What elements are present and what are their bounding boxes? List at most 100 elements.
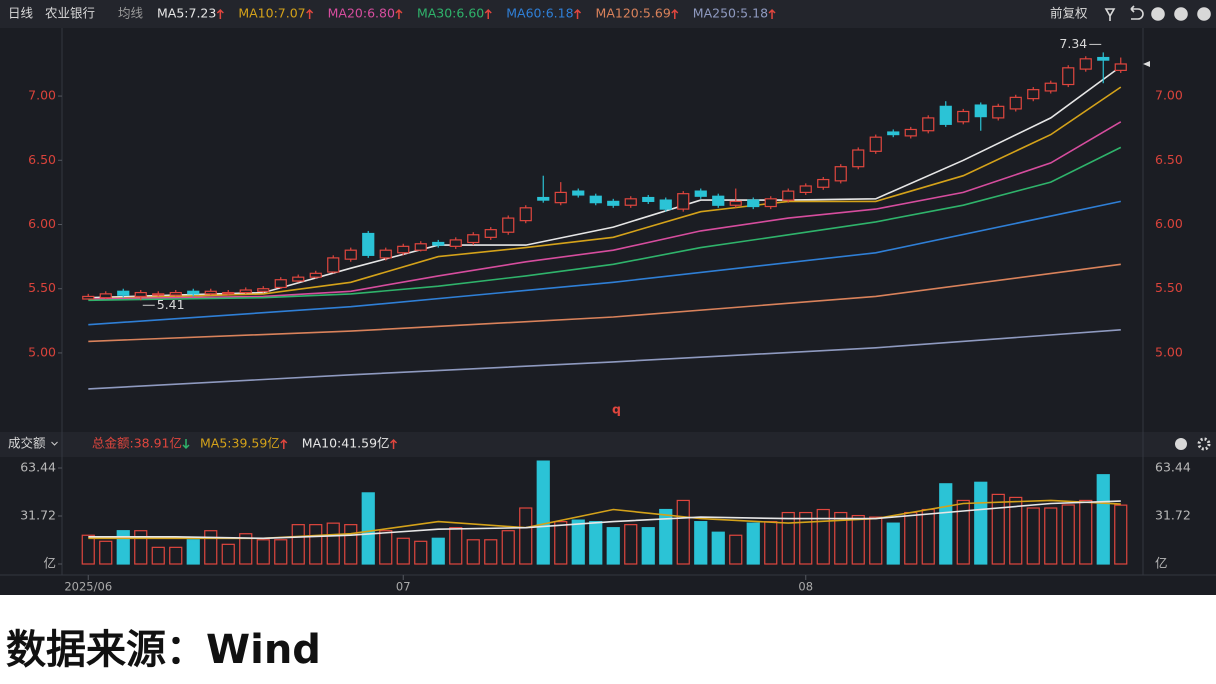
ma-line — [88, 500, 1121, 540]
candle-body — [747, 199, 760, 208]
legend-entry: MA10:7.07 — [238, 6, 305, 21]
candle-body — [1097, 56, 1110, 61]
candle-body — [537, 196, 550, 201]
candle-body — [257, 288, 270, 292]
undo-icon[interactable] — [1130, 5, 1144, 20]
ma-line — [88, 263, 1121, 343]
candle-body — [957, 110, 970, 123]
volume-bar-header — [0, 432, 1216, 457]
top-bar — [0, 0, 1216, 28]
ma-toggle[interactable]: 均线 — [118, 6, 144, 21]
candle-body — [799, 185, 812, 193]
lock-icon[interactable] — [1104, 8, 1116, 21]
ma-line — [88, 65, 1122, 299]
legend-entry: MA250:5.18 — [693, 6, 768, 21]
candle-body — [239, 289, 252, 294]
y-tick-label-right: 6.00 — [1155, 216, 1183, 231]
y-tick-label: 5.00 — [28, 344, 56, 359]
y-tick-label: 6.50 — [28, 152, 56, 167]
volume-bar — [1096, 474, 1110, 565]
adjust[interactable]: 前复权 — [1050, 6, 1088, 21]
zoom-out-icon[interactable] — [1174, 7, 1188, 21]
volume-bar — [169, 546, 183, 565]
legend-entry: MA30:6.60 — [417, 6, 484, 21]
y-tick-label-right: 63.44 — [1155, 460, 1191, 475]
candle-body — [519, 207, 532, 222]
legend-arrow — [574, 8, 582, 19]
volume-bar — [116, 530, 130, 565]
x-tick-label: 08 — [798, 580, 813, 594]
y-tick-label: 5.50 — [28, 280, 56, 295]
volume-icons[interactable] — [1175, 437, 1211, 451]
volume-close-icon[interactable] — [1175, 438, 1187, 450]
candle-body — [834, 166, 847, 182]
candle-body — [99, 293, 112, 299]
candle-body — [1114, 63, 1127, 71]
volume-bar — [799, 511, 813, 565]
candle-body — [432, 241, 445, 246]
candle-body — [222, 291, 235, 295]
candle-body — [852, 149, 865, 168]
candle-body — [397, 245, 410, 254]
candle-body — [992, 105, 1005, 119]
volume-bar — [781, 511, 795, 565]
candle-body — [1044, 82, 1057, 92]
y-tick-label-right: 5.50 — [1155, 280, 1183, 295]
candle-body — [642, 196, 655, 202]
volume-bar — [134, 530, 148, 565]
candle-body — [467, 234, 480, 244]
y-tick-label: 6.00 — [28, 216, 56, 231]
legend-arrow — [395, 8, 403, 19]
candle-body — [449, 239, 462, 247]
candle-body — [187, 290, 200, 295]
event-marker[interactable]: q — [612, 402, 621, 417]
candle-body — [729, 200, 742, 206]
candle-body — [764, 198, 777, 208]
y-tick-label: 63.44 — [20, 460, 56, 475]
close-icon[interactable] — [1197, 7, 1211, 21]
candle-body — [1062, 67, 1075, 86]
candle-body — [1009, 96, 1022, 110]
volume-settings-icon[interactable] — [1197, 437, 1211, 451]
volume-bar — [326, 522, 340, 565]
volume-bar — [1114, 504, 1128, 565]
y-tick-label: 31.72 — [20, 507, 56, 522]
legend-entry: MA5:39.59亿 — [200, 436, 280, 451]
volume-bar — [274, 539, 288, 565]
volume-bar — [291, 524, 305, 565]
candle-body — [624, 198, 637, 206]
volume-bar — [589, 521, 603, 565]
ma-line — [88, 329, 1121, 390]
volume-bar — [484, 539, 498, 565]
volume-bar — [834, 511, 848, 565]
legend-arrow — [390, 438, 398, 449]
legend-arrow — [216, 8, 224, 19]
volume-bar — [816, 508, 830, 565]
volume-bar — [1044, 507, 1058, 565]
candle-body — [152, 293, 165, 296]
legend-entry: MA60:6.18 — [506, 6, 573, 21]
toolbar-icons[interactable] — [1104, 5, 1211, 21]
candle-body — [362, 232, 375, 256]
zoom-in-icon[interactable] — [1151, 7, 1165, 21]
ma-line — [88, 86, 1122, 300]
legend-entry: MA120:5.69 — [596, 6, 671, 21]
legend-arrow — [280, 438, 288, 449]
ma-line — [88, 121, 1122, 300]
candle-body — [659, 199, 672, 210]
volume-total: 总金额:38.91亿 — [92, 436, 182, 451]
ma-line — [88, 200, 1121, 326]
candle-body — [117, 290, 130, 296]
legend-arrow — [671, 8, 679, 19]
volume-bar — [431, 537, 445, 565]
period[interactable]: 日线 — [8, 6, 34, 21]
legend-entry: MA10:41.59亿 — [302, 436, 390, 451]
volume-bar — [186, 539, 200, 565]
volume-bar — [676, 499, 690, 565]
candle-body — [484, 229, 497, 238]
volume-bar — [1009, 496, 1023, 565]
candle-body — [414, 243, 427, 251]
legend-entry: MA5:7.23 — [157, 6, 216, 21]
volume-bar — [571, 519, 585, 565]
